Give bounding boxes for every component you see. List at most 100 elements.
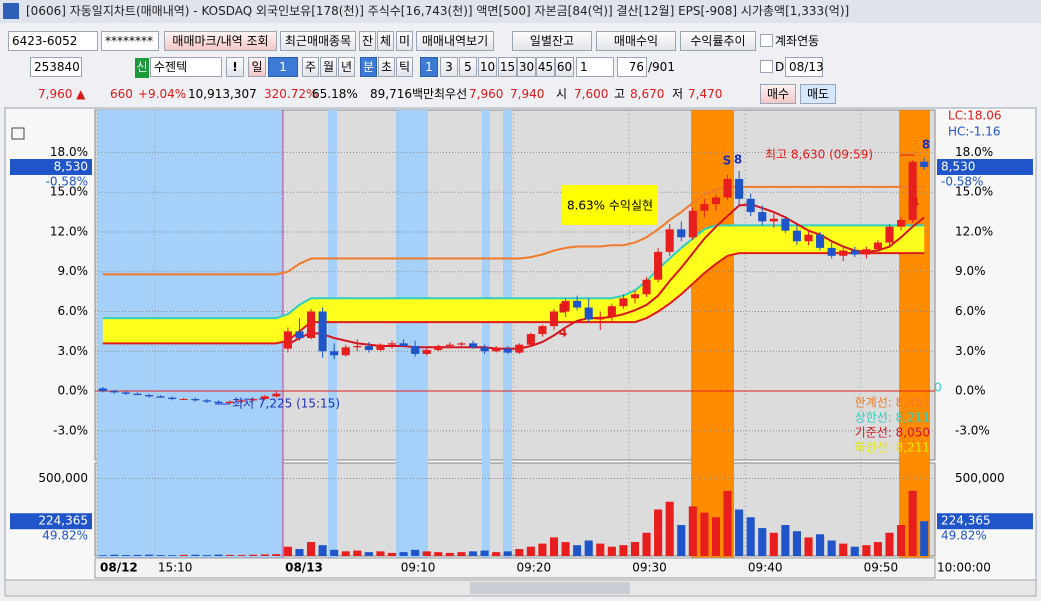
trade-mark: 8 [922, 138, 930, 152]
button[interactable]: 매매수익 [596, 31, 676, 51]
button[interactable]: 60 [555, 57, 574, 77]
button[interactable]: 1 [420, 57, 438, 77]
trade-mark: 8 [734, 153, 742, 167]
volume-bar [145, 554, 154, 556]
button[interactable]: 매매내역보기 [416, 31, 494, 51]
volume-bar [434, 552, 443, 556]
volume-bar [330, 549, 339, 556]
high-label: 최고 8,630 (09:59) [765, 148, 873, 162]
scroll-thumb[interactable] [470, 582, 630, 594]
candle-body [607, 306, 616, 317]
button[interactable]: 잔 [359, 31, 376, 51]
volume-bar [769, 532, 778, 556]
button[interactable]: 월 [320, 57, 337, 77]
quote: 7,470 [688, 87, 723, 101]
volume-bar [237, 555, 246, 556]
button[interactable]: 일 [248, 57, 266, 77]
date-input[interactable]: 08/13 [785, 57, 824, 77]
y-tick-label: 500,000 [38, 471, 88, 485]
candle-body [330, 351, 339, 356]
buy-button[interactable]: 매수 [760, 84, 796, 104]
button[interactable]: 5 [459, 57, 477, 77]
x-tick-label: 09:40 [748, 561, 783, 575]
volume-bar [538, 543, 547, 556]
button[interactable]: 년 [338, 57, 355, 77]
button[interactable]: 초 [378, 57, 395, 77]
line-label: 상한선: 8,211 [855, 411, 930, 425]
quote: 최우선 [434, 87, 468, 101]
button[interactable]: 주 [302, 57, 319, 77]
volume-bar [306, 542, 316, 556]
volume-bar [156, 555, 165, 556]
button[interactable]: ! [226, 57, 244, 77]
button[interactable]: 매매마크/내역 조회 [164, 31, 277, 51]
y-tick-label: 18.0% [955, 145, 993, 159]
line-label: 하한선: 8,211 [855, 441, 930, 455]
profit-label: 8.63% 수익실현 [567, 199, 653, 213]
checkbox[interactable] [760, 60, 773, 73]
candle-body [654, 251, 663, 280]
select[interactable]: 1 [576, 57, 614, 77]
quote: 7,600 [574, 87, 609, 101]
count-input[interactable]: 76 [617, 57, 647, 77]
volume-bar [746, 517, 755, 556]
button[interactable]: 3 [440, 57, 458, 77]
button[interactable]: 분 [360, 57, 377, 77]
button[interactable]: 일별잔고 [512, 31, 592, 51]
session-shade [396, 110, 428, 560]
y-tick-label: 0.0% [58, 384, 89, 398]
account-input[interactable]: 6423-6052 [8, 31, 98, 51]
button[interactable]: 체 [377, 31, 394, 51]
name-input[interactable]: 수젠텍 [150, 57, 222, 77]
quote: 320.72% [264, 87, 318, 101]
x-axis-strip [94, 557, 936, 579]
line-label: 한계선: 8,453 [855, 396, 930, 410]
checkbox[interactable] [760, 34, 773, 47]
volume-bar [897, 525, 906, 556]
volume-bar [272, 554, 281, 556]
volume-bar [98, 555, 107, 556]
password-input[interactable]: ******** [101, 31, 159, 51]
button[interactable]: 30 [517, 57, 536, 77]
candle-body [873, 242, 882, 250]
y-tick-label: 12.0% [50, 224, 88, 238]
button[interactable]: 미 [396, 31, 413, 51]
cursor-time: 10:00:00 [937, 561, 991, 575]
button[interactable]: 틱 [396, 57, 413, 77]
hc-label: HC:-1.16 [948, 125, 1001, 139]
volume-bar [202, 555, 211, 556]
candle-body [781, 218, 790, 231]
volume-bar [225, 554, 235, 556]
candle-body [422, 349, 431, 354]
candle-body [561, 300, 570, 312]
volume-bar [549, 537, 559, 556]
sell-button[interactable]: 매도 [800, 84, 836, 104]
volume-bar [816, 534, 825, 556]
candle-body [492, 348, 501, 352]
volume-bar [630, 542, 640, 556]
candle-body [445, 344, 454, 346]
button[interactable]: 최근매매종목 [280, 31, 356, 51]
code-input[interactable]: 253840 [30, 57, 82, 77]
candle-body [526, 334, 535, 345]
candle-body [283, 331, 292, 349]
button[interactable]: 45 [536, 57, 555, 77]
session-shade [328, 110, 337, 560]
y-tick-label: 18.0% [50, 145, 88, 159]
current-value-sub: 49.82% [42, 529, 88, 543]
candle-body [110, 391, 119, 393]
volume-bar [260, 554, 269, 556]
button[interactable]: 10 [478, 57, 497, 77]
volume-bar [873, 542, 882, 556]
volume-bar [399, 552, 408, 556]
volume-bar [422, 551, 431, 556]
quote: 저 [672, 87, 684, 101]
button[interactable]: 수익률추이 [680, 31, 756, 51]
button[interactable]: 15 [498, 57, 517, 77]
volume-bar [723, 490, 732, 556]
candle-body [249, 399, 258, 401]
current-value-box [10, 159, 92, 176]
sell-mark: S [723, 154, 732, 168]
candle-body [850, 250, 859, 255]
select[interactable]: 1 [268, 57, 298, 77]
